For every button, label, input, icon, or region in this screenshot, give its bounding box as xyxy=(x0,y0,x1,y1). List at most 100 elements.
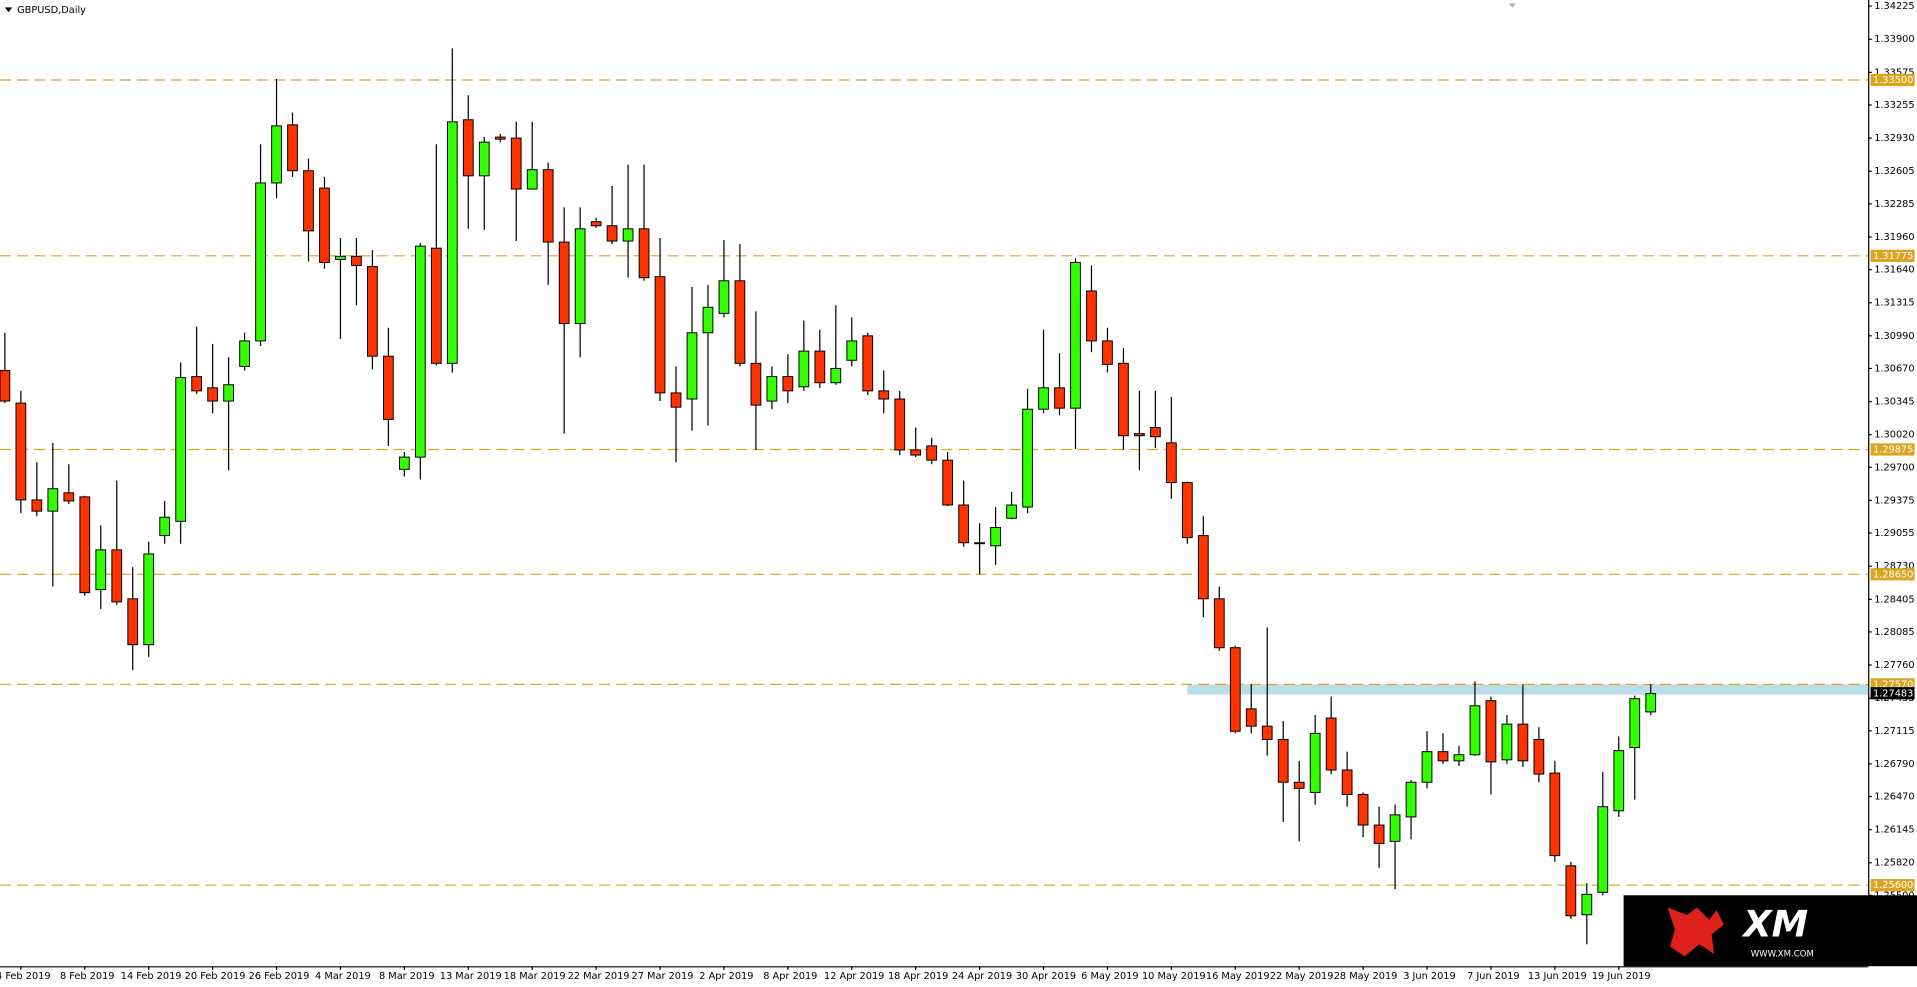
x-tick-label: 22 Mar 2019 xyxy=(568,971,630,982)
x-tick-label: 4 Feb 2019 xyxy=(0,971,51,982)
x-tick-label: 18 Apr 2019 xyxy=(888,971,948,982)
candle-body xyxy=(1165,442,1177,484)
candle-body xyxy=(1086,290,1097,342)
candle-body xyxy=(830,367,842,384)
x-tick-label: 4 Mar 2019 xyxy=(315,971,371,982)
candle-body xyxy=(558,241,570,325)
candle-body xyxy=(1006,504,1017,519)
candle-body xyxy=(1309,732,1321,793)
candle-body xyxy=(670,392,682,408)
candle-body xyxy=(462,119,474,177)
candle-body xyxy=(414,245,426,458)
candle-body xyxy=(430,247,442,364)
candle-body xyxy=(686,332,698,400)
y-tick-label: 1.30990 xyxy=(1874,331,1914,342)
y-tick-label: 1.30670 xyxy=(1874,363,1914,374)
candle-body xyxy=(1469,705,1481,756)
candle-body xyxy=(654,276,666,394)
candle-body xyxy=(766,376,778,402)
candle-body xyxy=(1629,698,1641,749)
candle-body xyxy=(622,228,634,242)
candle-body xyxy=(750,362,762,406)
level-label: 1.31775 xyxy=(1873,251,1913,262)
candle-body xyxy=(1565,865,1577,917)
zone xyxy=(1187,684,1869,695)
candle-body xyxy=(398,456,410,470)
level-label: 1.28650 xyxy=(1873,569,1913,580)
candle-body xyxy=(1613,750,1625,812)
candle-body xyxy=(1134,433,1145,437)
candle-body xyxy=(143,553,155,646)
candle-body xyxy=(862,335,874,392)
candle-body xyxy=(47,488,59,512)
level-label-box xyxy=(1870,73,1915,87)
candle-body xyxy=(1421,751,1433,783)
candle-body xyxy=(1549,772,1561,857)
candle-body xyxy=(910,449,922,456)
candle-body xyxy=(31,499,43,512)
candle-body xyxy=(958,504,970,544)
candle-body xyxy=(1038,387,1049,410)
y-tick-label: 1.29375 xyxy=(1874,495,1914,506)
candle-body xyxy=(606,225,618,242)
y-tick-label: 1.27760 xyxy=(1874,660,1914,671)
candle-body xyxy=(1437,751,1449,762)
y-tick-label: 1.31960 xyxy=(1874,232,1914,243)
candle-body xyxy=(351,255,362,266)
y-tick-label: 1.32930 xyxy=(1874,133,1914,144)
x-tick-label: 2 Apr 2019 xyxy=(699,971,753,982)
x-tick-label: 7 Jun 2019 xyxy=(1467,971,1520,982)
candle-body xyxy=(1150,427,1161,438)
y-tick-label: 1.28085 xyxy=(1874,627,1914,638)
candle-body xyxy=(223,384,234,402)
candle-body xyxy=(1181,482,1193,539)
candle-body xyxy=(510,137,522,190)
level-label-box xyxy=(1870,879,1915,892)
candle-body xyxy=(95,549,107,591)
candle-body xyxy=(926,445,938,461)
candle-body xyxy=(239,340,250,367)
y-tick-label: 1.28405 xyxy=(1874,594,1914,605)
candle-body xyxy=(846,340,858,361)
last-price-label: 1.27483 xyxy=(1873,688,1913,699)
y-tick-label: 1.31315 xyxy=(1874,298,1914,309)
level-label-box xyxy=(1870,443,1915,456)
y-tick-label: 1.29055 xyxy=(1874,528,1914,539)
level-label: 1.29875 xyxy=(1873,444,1913,455)
y-tick-label: 1.33900 xyxy=(1874,34,1914,45)
candle-body xyxy=(1373,824,1385,844)
candle-body xyxy=(782,376,794,392)
candle-body xyxy=(367,266,378,357)
level-label: 1.33500 xyxy=(1873,75,1913,86)
candle-body xyxy=(878,390,890,400)
y-tick-label: 1.29700 xyxy=(1874,462,1914,473)
candle-body xyxy=(1293,781,1305,789)
candle-body xyxy=(1341,769,1353,795)
candle-body xyxy=(942,459,954,506)
candle-body xyxy=(1325,717,1337,771)
last-price-box xyxy=(1870,687,1915,700)
y-tick-label: 1.26145 xyxy=(1874,825,1914,836)
candle-body xyxy=(526,169,538,190)
candle-body xyxy=(1118,362,1129,437)
candle-body xyxy=(1533,738,1545,775)
candle-body xyxy=(79,496,91,594)
candle-body xyxy=(590,221,602,227)
candle-body xyxy=(478,141,490,177)
candle-body xyxy=(494,136,506,140)
x-tick-label: 13 Jun 2019 xyxy=(1528,971,1587,982)
candle-body xyxy=(734,280,746,364)
candle-body xyxy=(1277,738,1289,783)
candle-body xyxy=(1197,535,1209,600)
candle-body xyxy=(894,398,906,451)
candle-body xyxy=(990,526,1001,547)
logo-url: WWW.XM.COM xyxy=(1751,949,1814,959)
candle-body xyxy=(319,187,330,263)
x-tick-label: 13 Mar 2019 xyxy=(440,971,502,982)
x-tick-label: 3 Jun 2019 xyxy=(1403,971,1456,982)
level-label-box xyxy=(1870,249,1915,262)
candle-body xyxy=(1485,700,1497,763)
